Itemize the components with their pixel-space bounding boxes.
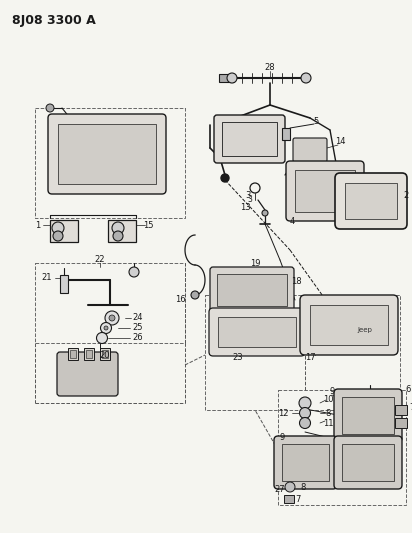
Text: 24: 24: [133, 313, 143, 322]
Bar: [100, 348, 110, 360]
Circle shape: [227, 73, 237, 83]
Text: 8: 8: [300, 482, 306, 491]
Bar: [284, 495, 294, 503]
Circle shape: [300, 417, 311, 429]
Text: 3: 3: [248, 196, 253, 205]
Text: 9: 9: [329, 387, 335, 397]
Bar: [205, 295, 400, 410]
Bar: [310, 305, 388, 345]
Text: 23: 23: [233, 352, 243, 361]
Bar: [68, 348, 78, 360]
Text: 2: 2: [403, 190, 409, 199]
FancyBboxPatch shape: [48, 114, 166, 194]
Bar: [84, 348, 94, 360]
Text: 8J08 3300 A: 8J08 3300 A: [12, 14, 96, 27]
FancyBboxPatch shape: [293, 138, 327, 162]
Circle shape: [112, 222, 124, 234]
Text: 12: 12: [278, 408, 288, 417]
Text: 3: 3: [245, 191, 250, 200]
Text: 17: 17: [305, 353, 315, 362]
Text: 27: 27: [275, 486, 286, 495]
Circle shape: [104, 326, 108, 330]
Text: 14: 14: [335, 138, 345, 147]
Circle shape: [300, 408, 311, 418]
Text: Jeep: Jeep: [358, 327, 372, 333]
Circle shape: [109, 315, 115, 321]
Text: 8: 8: [325, 408, 331, 417]
Text: 28: 28: [265, 63, 275, 72]
Bar: [278, 390, 406, 505]
Bar: [86, 350, 92, 358]
Bar: [395, 405, 407, 415]
Circle shape: [301, 73, 311, 83]
Text: 20: 20: [100, 351, 110, 359]
Text: 21: 21: [42, 273, 52, 282]
Bar: [345, 183, 397, 219]
Bar: [108, 220, 136, 242]
Text: 11: 11: [323, 418, 333, 427]
Circle shape: [191, 291, 199, 299]
Bar: [35, 263, 185, 343]
Circle shape: [46, 104, 54, 112]
Text: 5: 5: [314, 117, 318, 126]
Bar: [219, 74, 234, 82]
Text: 26: 26: [133, 334, 143, 343]
Bar: [222, 122, 277, 156]
FancyBboxPatch shape: [274, 436, 337, 489]
Text: 22: 22: [95, 255, 105, 264]
Text: 15: 15: [143, 221, 153, 230]
Bar: [342, 444, 394, 481]
Text: 10: 10: [323, 395, 333, 405]
FancyBboxPatch shape: [300, 295, 398, 355]
Text: 7: 7: [409, 402, 412, 411]
Text: 4: 4: [289, 217, 295, 227]
Text: 6: 6: [405, 385, 411, 394]
Circle shape: [285, 482, 295, 492]
Circle shape: [101, 322, 112, 334]
Bar: [102, 350, 108, 358]
Bar: [60, 275, 68, 293]
Circle shape: [113, 231, 123, 241]
Circle shape: [105, 311, 119, 325]
Circle shape: [96, 333, 108, 343]
FancyBboxPatch shape: [209, 308, 305, 356]
Bar: [218, 317, 296, 347]
FancyBboxPatch shape: [335, 173, 407, 229]
Text: 1: 1: [35, 221, 41, 230]
Circle shape: [53, 231, 63, 241]
Bar: [342, 397, 394, 434]
Circle shape: [250, 183, 260, 193]
Circle shape: [129, 267, 139, 277]
FancyBboxPatch shape: [210, 267, 294, 313]
Bar: [58, 124, 156, 184]
FancyBboxPatch shape: [214, 115, 285, 163]
Text: 16: 16: [175, 295, 185, 304]
Circle shape: [299, 397, 311, 409]
Bar: [70, 350, 76, 358]
FancyBboxPatch shape: [334, 436, 402, 489]
FancyBboxPatch shape: [286, 161, 364, 221]
Bar: [282, 128, 290, 140]
Text: 9: 9: [279, 433, 285, 442]
Bar: [395, 418, 407, 428]
Text: 18: 18: [291, 278, 301, 287]
Bar: [35, 108, 185, 218]
Bar: [295, 170, 355, 212]
Circle shape: [221, 174, 229, 182]
Bar: [217, 274, 287, 306]
Text: 13: 13: [240, 204, 250, 213]
Text: 19: 19: [250, 260, 260, 269]
Circle shape: [262, 210, 268, 216]
FancyBboxPatch shape: [57, 352, 118, 396]
Text: 7: 7: [295, 496, 301, 505]
Bar: [282, 444, 329, 481]
FancyBboxPatch shape: [334, 389, 402, 442]
Circle shape: [52, 222, 64, 234]
Text: 25: 25: [133, 324, 143, 333]
Bar: [50, 220, 78, 242]
